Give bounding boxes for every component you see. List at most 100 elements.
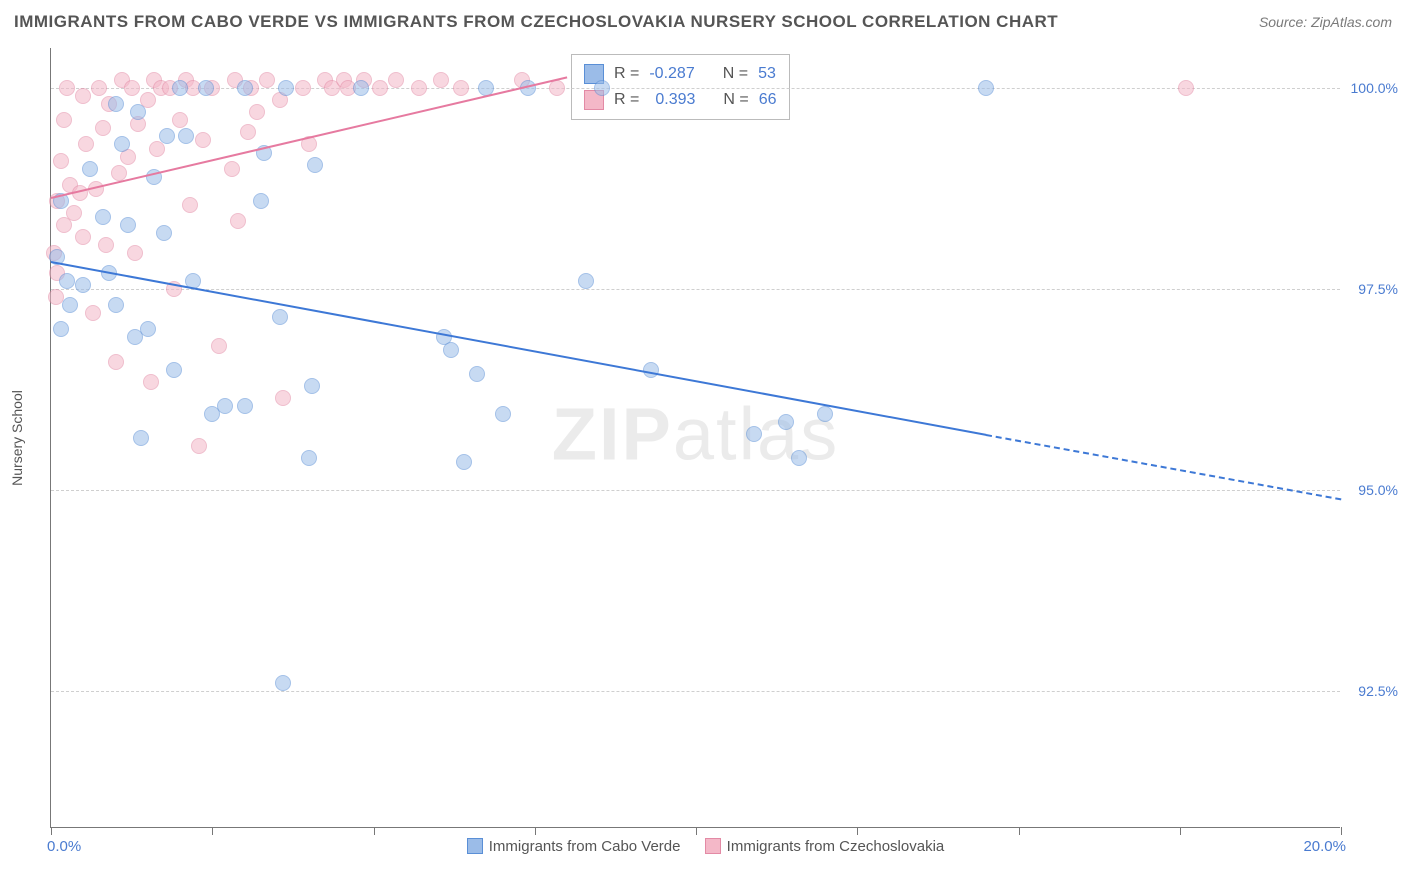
data-point xyxy=(469,366,485,382)
data-point xyxy=(272,309,288,325)
data-point xyxy=(578,273,594,289)
data-point xyxy=(166,362,182,378)
data-point xyxy=(62,297,78,313)
data-point xyxy=(275,390,291,406)
data-point xyxy=(156,225,172,241)
data-point xyxy=(411,80,427,96)
data-point xyxy=(307,157,323,173)
data-point xyxy=(114,136,130,152)
ytick-label: 100.0% xyxy=(1346,80,1398,96)
data-point xyxy=(211,338,227,354)
data-point xyxy=(259,72,275,88)
series1-swatch xyxy=(467,838,483,854)
data-point xyxy=(237,80,253,96)
xtick xyxy=(857,827,858,835)
chart-source: Source: ZipAtlas.com xyxy=(1259,14,1392,30)
data-point xyxy=(594,80,610,96)
data-point xyxy=(278,80,294,96)
data-point xyxy=(124,80,140,96)
data-point xyxy=(130,104,146,120)
data-point xyxy=(198,80,214,96)
xtick xyxy=(374,827,375,835)
data-point xyxy=(817,406,833,422)
data-point xyxy=(95,120,111,136)
data-point xyxy=(108,96,124,112)
data-point xyxy=(159,128,175,144)
ytick-label: 92.5% xyxy=(1346,683,1398,699)
ytick-label: 95.0% xyxy=(1346,482,1398,498)
data-point xyxy=(75,277,91,293)
data-point xyxy=(133,430,149,446)
data-point xyxy=(304,378,320,394)
data-point xyxy=(240,124,256,140)
xtick xyxy=(51,827,52,835)
data-point xyxy=(140,321,156,337)
data-point xyxy=(275,675,291,691)
data-point xyxy=(78,136,94,152)
xtick xyxy=(1180,827,1181,835)
data-point xyxy=(249,104,265,120)
data-point xyxy=(108,354,124,370)
chart-title: IMMIGRANTS FROM CABO VERDE VS IMMIGRANTS… xyxy=(14,12,1058,32)
data-point xyxy=(59,80,75,96)
ytick-label: 97.5% xyxy=(1346,281,1398,297)
series2-swatch xyxy=(705,838,721,854)
data-point xyxy=(456,454,472,470)
xtick xyxy=(1341,827,1342,835)
data-point xyxy=(353,80,369,96)
data-point xyxy=(372,80,388,96)
chart-header: IMMIGRANTS FROM CABO VERDE VS IMMIGRANTS… xyxy=(14,12,1392,32)
data-point xyxy=(643,362,659,378)
data-point xyxy=(791,450,807,466)
xtick xyxy=(696,827,697,835)
xtick xyxy=(535,827,536,835)
data-point xyxy=(191,438,207,454)
data-point xyxy=(66,205,82,221)
data-point xyxy=(120,217,136,233)
data-point xyxy=(108,297,124,313)
data-point xyxy=(253,193,269,209)
plot-area: Nursery School ZIPatlas R = -0.287 N = 5… xyxy=(50,48,1340,828)
data-point xyxy=(495,406,511,422)
data-point xyxy=(143,374,159,390)
data-point xyxy=(75,229,91,245)
data-point xyxy=(549,80,565,96)
xtick xyxy=(1019,827,1020,835)
data-point xyxy=(746,426,762,442)
data-point xyxy=(182,197,198,213)
data-point xyxy=(978,80,994,96)
data-point xyxy=(172,112,188,128)
series-legend: Immigrants from Cabo Verde Immigrants fr… xyxy=(51,838,1340,855)
data-point xyxy=(75,88,91,104)
data-point xyxy=(195,132,211,148)
legend-row-series1: R = -0.287 N = 53 xyxy=(584,61,777,87)
data-point xyxy=(237,398,253,414)
xtick xyxy=(212,827,213,835)
legend-row-series2: R = 0.393 N = 66 xyxy=(584,87,777,113)
data-point xyxy=(217,398,233,414)
data-point xyxy=(95,209,111,225)
data-point xyxy=(98,237,114,253)
data-point xyxy=(295,80,311,96)
gridline xyxy=(51,691,1340,692)
gridline xyxy=(51,490,1340,491)
data-point xyxy=(56,112,72,128)
yaxis-title: Nursery School xyxy=(9,390,25,486)
data-point xyxy=(224,161,240,177)
data-point xyxy=(111,165,127,181)
data-point xyxy=(443,342,459,358)
data-point xyxy=(301,450,317,466)
gridline xyxy=(51,289,1340,290)
data-point xyxy=(388,72,404,88)
data-point xyxy=(53,153,69,169)
data-point xyxy=(178,128,194,144)
data-point xyxy=(230,213,246,229)
data-point xyxy=(127,245,143,261)
data-point xyxy=(59,273,75,289)
data-point xyxy=(91,80,107,96)
trendline xyxy=(51,261,987,436)
data-point xyxy=(433,72,449,88)
data-point xyxy=(53,321,69,337)
data-point xyxy=(1178,80,1194,96)
data-point xyxy=(453,80,469,96)
